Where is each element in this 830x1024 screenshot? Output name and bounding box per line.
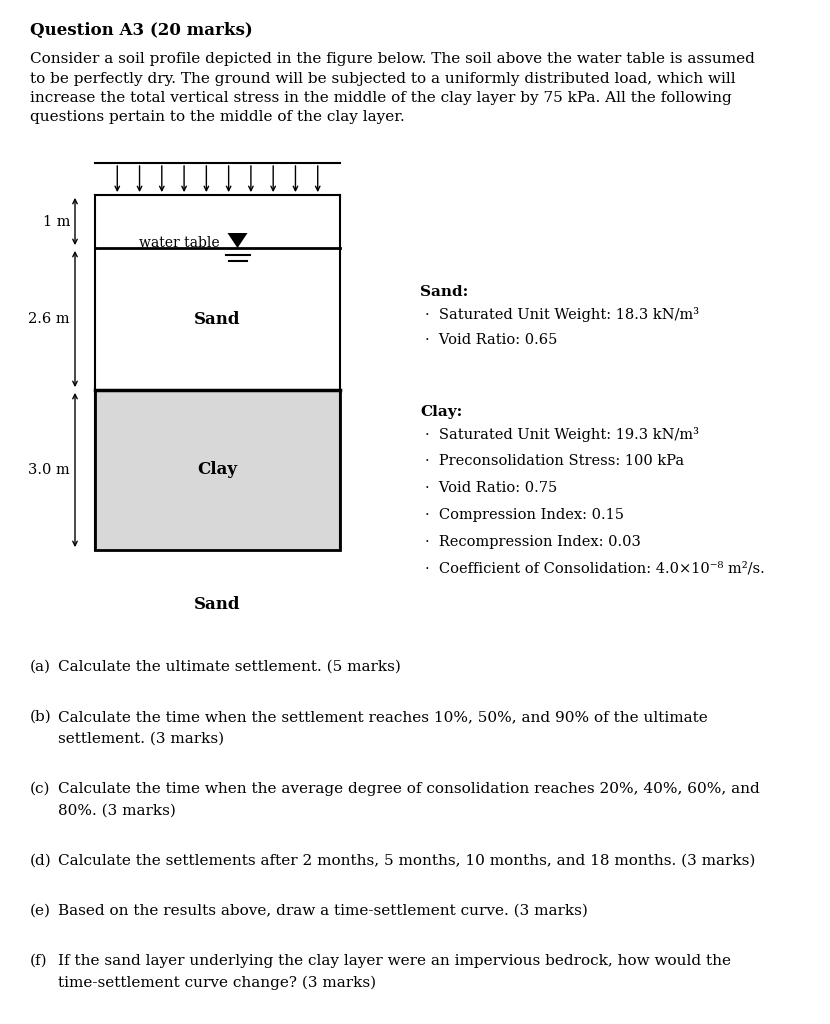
- Text: ·  Compression Index: 0.15: · Compression Index: 0.15: [425, 508, 624, 522]
- Text: (a): (a): [30, 660, 51, 674]
- Text: settlement. (3 marks): settlement. (3 marks): [58, 732, 224, 746]
- Text: 2.6 m: 2.6 m: [28, 312, 70, 326]
- Text: water table: water table: [139, 236, 219, 250]
- Text: 80%. (3 marks): 80%. (3 marks): [58, 804, 176, 818]
- Text: Consider a soil profile depicted in the figure below. The soil above the water t: Consider a soil profile depicted in the …: [30, 52, 754, 125]
- Text: ·  Coefficient of Consolidation: 4.0×10⁻⁸ m²/s.: · Coefficient of Consolidation: 4.0×10⁻⁸…: [425, 562, 764, 575]
- Text: Sand:: Sand:: [420, 285, 468, 299]
- Text: Calculate the ultimate settlement. (5 marks): Calculate the ultimate settlement. (5 ma…: [58, 660, 401, 674]
- Text: ·  Saturated Unit Weight: 18.3 kN/m³: · Saturated Unit Weight: 18.3 kN/m³: [425, 307, 699, 322]
- Text: Calculate the settlements after 2 months, 5 months, 10 months, and 18 months. (3: Calculate the settlements after 2 months…: [58, 854, 755, 868]
- Text: Clay: Clay: [198, 462, 237, 478]
- Text: Clay:: Clay:: [420, 406, 462, 419]
- Text: Sand: Sand: [194, 310, 241, 328]
- Text: (d): (d): [30, 854, 51, 868]
- Text: If the sand layer underlying the clay layer were an impervious bedrock, how woul: If the sand layer underlying the clay la…: [58, 954, 731, 968]
- Text: ·  Recompression Index: 0.03: · Recompression Index: 0.03: [425, 535, 641, 549]
- Text: time-settlement curve change? (3 marks): time-settlement curve change? (3 marks): [58, 976, 376, 990]
- Text: Based on the results above, draw a time-settlement curve. (3 marks): Based on the results above, draw a time-…: [58, 904, 588, 918]
- Text: (f): (f): [30, 954, 47, 968]
- Text: ·  Saturated Unit Weight: 19.3 kN/m³: · Saturated Unit Weight: 19.3 kN/m³: [425, 427, 699, 442]
- Text: (c): (c): [30, 782, 51, 796]
- Text: (e): (e): [30, 904, 51, 918]
- Text: ·  Preconsolidation Stress: 100 kPa: · Preconsolidation Stress: 100 kPa: [425, 454, 684, 468]
- Polygon shape: [227, 233, 247, 248]
- Text: Calculate the time when the settlement reaches 10%, 50%, and 90% of the ultimate: Calculate the time when the settlement r…: [58, 710, 708, 724]
- Text: Sand: Sand: [194, 596, 241, 613]
- Text: 3.0 m: 3.0 m: [28, 463, 70, 477]
- Text: 1 m: 1 m: [42, 214, 70, 228]
- Text: Question A3 (20 marks): Question A3 (20 marks): [30, 22, 253, 39]
- Text: ·  Void Ratio: 0.65: · Void Ratio: 0.65: [425, 333, 558, 347]
- Bar: [95, 390, 340, 550]
- Text: Calculate the time when the average degree of consolidation reaches 20%, 40%, 60: Calculate the time when the average degr…: [58, 782, 759, 796]
- Text: (b): (b): [30, 710, 51, 724]
- Text: ·  Void Ratio: 0.75: · Void Ratio: 0.75: [425, 481, 557, 495]
